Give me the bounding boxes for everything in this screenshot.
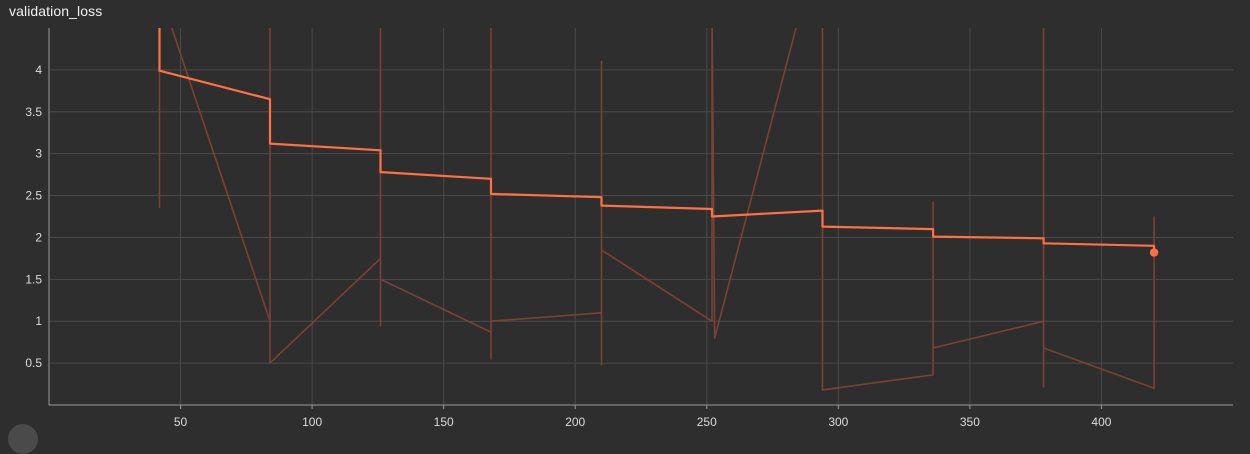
- y-tick-label: 1.5: [25, 272, 42, 286]
- y-tick-label: 0.5: [25, 356, 42, 370]
- last-point-marker: [1149, 248, 1159, 257]
- chart-title: validation_loss: [9, 3, 103, 19]
- x-tick-label: 200: [565, 415, 585, 429]
- x-tick-label: 250: [697, 415, 717, 429]
- x-tick-label: 350: [960, 415, 980, 429]
- y-tick-label: 2: [35, 230, 42, 244]
- y-tick-label: 3.5: [25, 105, 42, 119]
- chart-svg[interactable]: 50 100 150 200 250 300 350 400 0.5 1 1.5 2 2.5 3 3.5 4: [0, 0, 1250, 432]
- y-tick-label: 3: [35, 147, 42, 161]
- y-tick-label: 4: [35, 63, 42, 77]
- panel-action-button[interactable]: [8, 424, 38, 454]
- x-tick-label: 100: [302, 415, 322, 429]
- x-tick-label: 300: [828, 415, 848, 429]
- y-tick-label: 2.5: [25, 189, 42, 203]
- series-group: [158, 28, 1156, 391]
- x-tick-label: 50: [174, 415, 188, 429]
- x-tick-label: 400: [1091, 415, 1111, 429]
- smoothed-series-line: [158, 28, 1156, 253]
- raw-series-line: [158, 28, 1155, 391]
- y-tick-label: 1: [35, 314, 42, 328]
- x-tick-label: 150: [434, 415, 454, 429]
